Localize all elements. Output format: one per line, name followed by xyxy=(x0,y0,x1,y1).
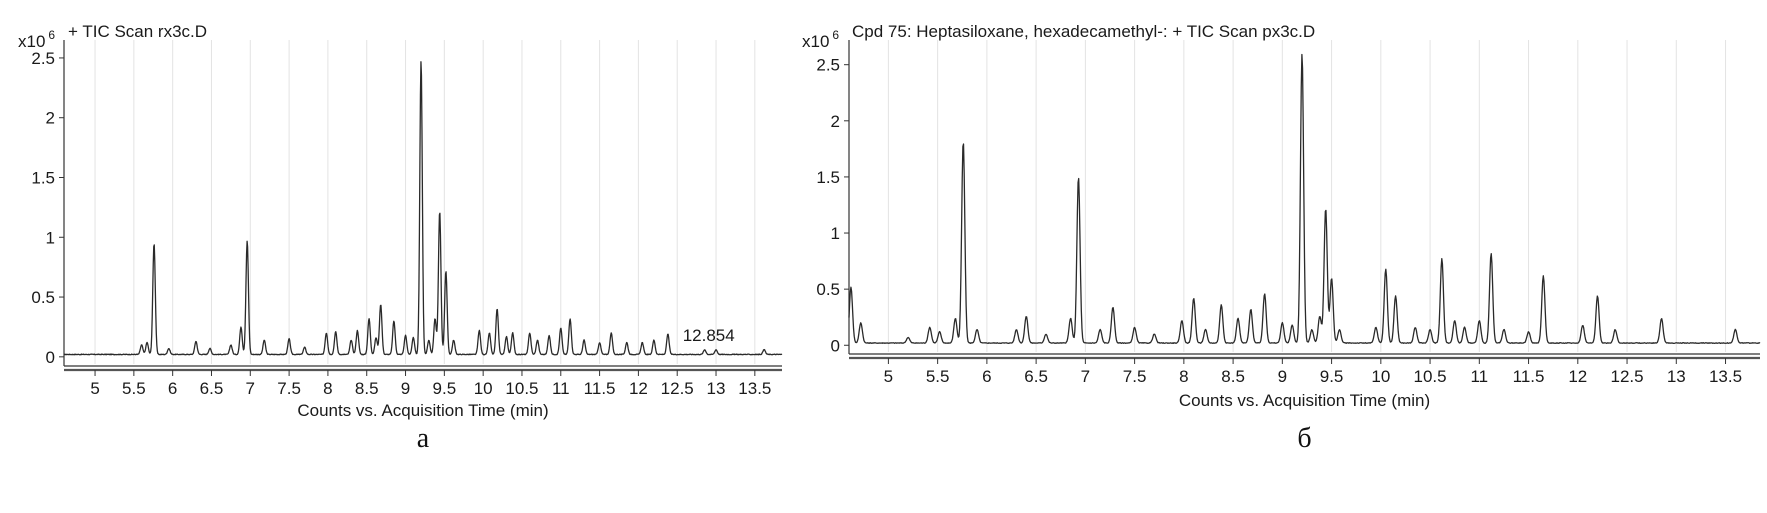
x-tick-label: 10.5 xyxy=(505,379,538,398)
x-tick-label: 6.5 xyxy=(1024,367,1048,386)
x-tick-label: 7.5 xyxy=(1123,367,1147,386)
y-multiplier: x10 6 xyxy=(18,28,55,51)
y-tick-label: 0.5 xyxy=(816,280,840,299)
x-tick-label: 6.5 xyxy=(200,379,224,398)
tic-trace xyxy=(848,53,1761,345)
x-tick-label: 6 xyxy=(168,379,177,398)
y-tick-label: 1.5 xyxy=(816,168,840,187)
y-multiplier-base: x10 xyxy=(18,32,45,51)
x-axis-title: Counts vs. Acquisition Time (min) xyxy=(1179,391,1430,410)
y-tick-label: 2.5 xyxy=(816,56,840,75)
y-multiplier-base: x10 xyxy=(802,32,829,51)
x-tick-label: 13 xyxy=(1667,367,1686,386)
y-tick-label: 0 xyxy=(46,348,55,367)
y-tick-label: 2 xyxy=(831,112,840,131)
y-tick-label: 1 xyxy=(46,228,55,247)
x-tick-label: 11.5 xyxy=(1513,367,1545,386)
y-tick-label: 2 xyxy=(46,109,55,128)
peak-annotation: 12.854 xyxy=(683,326,735,345)
y-multiplier: x10 6 xyxy=(802,28,839,51)
x-tick-label: 9.5 xyxy=(433,379,457,398)
x-tick-label: 5 xyxy=(90,379,99,398)
y-tick-label: 2.5 xyxy=(31,49,55,68)
y-tick-label: 0.5 xyxy=(31,288,55,307)
x-tick-label: 13.5 xyxy=(738,379,771,398)
x-tick-label: 10.5 xyxy=(1414,367,1447,386)
tic-trace xyxy=(63,61,783,356)
x-tick-label: 13 xyxy=(707,379,726,398)
x-tick-label: 7.5 xyxy=(277,379,301,398)
x-tick-label: 8 xyxy=(323,379,332,398)
x-tick-label: 7 xyxy=(1081,367,1090,386)
x-tick-label: 10 xyxy=(1371,367,1390,386)
x-axis-title: Counts vs. Acquisition Time (min) xyxy=(297,401,548,420)
panel-caption: а xyxy=(417,423,430,454)
x-tick-label: 11 xyxy=(552,379,570,398)
x-tick-label: 5.5 xyxy=(926,367,950,386)
x-tick-label: 8.5 xyxy=(355,379,379,398)
x-tick-label: 9 xyxy=(1278,367,1287,386)
x-tick-label: 6 xyxy=(982,367,991,386)
x-tick-label: 9.5 xyxy=(1320,367,1344,386)
chart-title: + TIC Scan rx3c.D xyxy=(68,22,207,41)
chart-panel-a: 00.511.522.55 5.5 6 6.5 7 7.5 8 8.5 9 9.5 10 10.5 11… xyxy=(18,22,783,454)
x-tick-label: 5.5 xyxy=(122,379,146,398)
x-tick-label: 11.5 xyxy=(584,379,616,398)
x-tick-label: 8 xyxy=(1179,367,1188,386)
chart-title: Cpd 75: Heptasiloxane, hexadecamethyl-: … xyxy=(852,22,1315,41)
y-tick-label: 0 xyxy=(831,336,840,355)
y-tick-label: 1.5 xyxy=(31,168,55,187)
y-multiplier-exponent: 6 xyxy=(48,28,55,42)
y-multiplier-exponent: 6 xyxy=(832,28,839,42)
x-tick-label: 11 xyxy=(1470,367,1488,386)
x-tick-label: 5 xyxy=(884,367,893,386)
panel-caption: б xyxy=(1297,423,1311,454)
x-tick-label: 8.5 xyxy=(1221,367,1245,386)
x-tick-label: 12 xyxy=(1568,367,1587,386)
x-tick-label: 13.5 xyxy=(1709,367,1742,386)
x-tick-label: 9 xyxy=(401,379,410,398)
x-tick-label: 12.5 xyxy=(661,379,694,398)
x-tick-label: 10 xyxy=(474,379,493,398)
chart-panel-b: 00.511.522.55 5.5 6 6.5 7 7.5 8 8.5 9 9.5 10 10.5 11… xyxy=(802,22,1761,454)
x-tick-label: 12.5 xyxy=(1610,367,1643,386)
y-tick-label: 1 xyxy=(831,224,840,243)
x-tick-label: 12 xyxy=(629,379,648,398)
x-tick-label: 7 xyxy=(246,379,255,398)
